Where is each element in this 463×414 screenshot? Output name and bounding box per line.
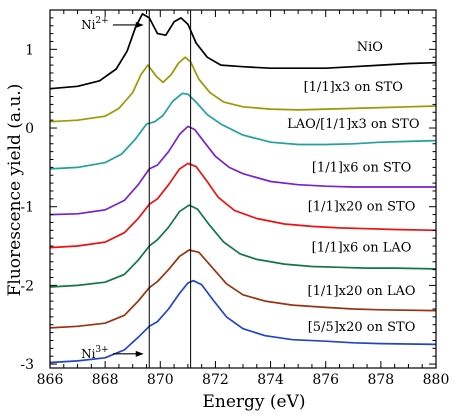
plot-frame [49,9,437,369]
annotation-label: Ni2+ [81,16,109,32]
x-tick-label: 870 [147,372,174,388]
x-axis-title: Energy (eV) [202,392,305,412]
series-label: [1/1]x20 on STO [308,200,416,215]
series-line-3 [49,125,436,216]
x-tick-label: 868 [92,372,119,388]
series-line-7 [49,279,437,364]
annotation-label: Ni3+ [81,345,109,361]
x-tick-label: 874 [257,372,284,388]
y-axis-title: Fluorescence yield (a.u.) [5,84,25,297]
arrowhead-icon [135,350,144,357]
series-label: [1/1]x3 on STO [304,80,403,95]
arrowhead-icon [135,21,144,28]
y-tick-label: -3 [20,357,34,373]
series-line-5 [49,204,437,288]
series-line-2 [49,92,437,170]
series-label: [1/1]x6 on STO [312,160,411,175]
series-line-0 [49,13,437,90]
y-tick-label: 1 [25,42,34,58]
y-tick-label: 0 [25,121,34,137]
y-tick-label: -1 [20,200,34,216]
series-label: [1/1]x6 on LAO [312,241,412,256]
x-tick-label: 878 [367,372,394,388]
series-line-1 [49,56,437,123]
series-label: NiO [357,40,383,55]
x-tick-label: 866 [37,372,64,388]
series-label: [1/1]x20 on LAO [308,284,416,299]
series-label: [5/5]x20 on STO [308,320,416,335]
series-label: LAO/[1/1]x3 on STO [287,117,419,132]
series-line-4 [49,162,437,249]
series-line-6 [49,249,437,329]
x-tick-label: 880 [423,372,450,388]
x-tick-label: 876 [312,372,339,388]
y-tick-label: -2 [20,278,34,294]
plot-area: 866 868 870 872 874 876 878 880 -3 -2 -1 0 1 NiO [1/1]… [20,9,450,388]
x-tick-label: 872 [202,372,229,388]
